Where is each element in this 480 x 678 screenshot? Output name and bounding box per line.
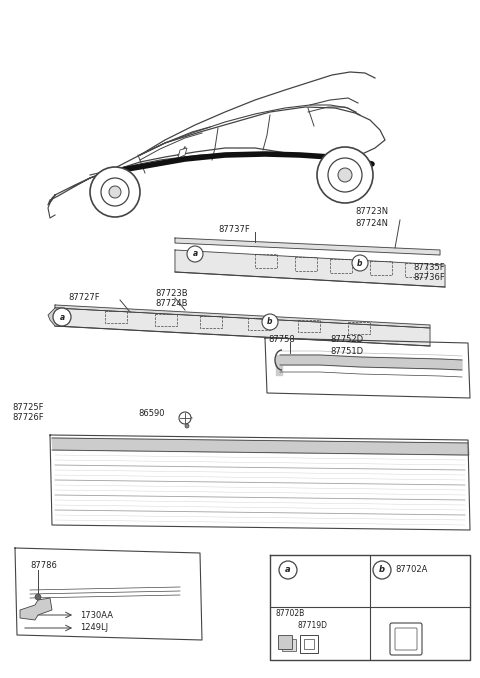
Text: 87758: 87758	[268, 336, 295, 344]
Text: 87702B: 87702B	[276, 608, 305, 618]
Polygon shape	[48, 308, 65, 326]
Polygon shape	[52, 438, 469, 455]
Text: 87724N: 87724N	[355, 218, 388, 228]
Polygon shape	[300, 635, 318, 653]
Circle shape	[109, 186, 121, 198]
Text: 87725F: 87725F	[12, 403, 44, 412]
Polygon shape	[178, 148, 187, 158]
Text: 86590: 86590	[138, 409, 165, 418]
Text: b: b	[379, 565, 385, 574]
Polygon shape	[304, 639, 314, 649]
Text: b: b	[357, 258, 363, 268]
Circle shape	[328, 158, 362, 192]
Text: 87723B: 87723B	[155, 289, 188, 298]
Text: 87751D: 87751D	[330, 346, 363, 355]
Circle shape	[279, 561, 297, 579]
Text: 1249LJ: 1249LJ	[80, 624, 108, 633]
Circle shape	[53, 308, 71, 326]
Circle shape	[90, 167, 140, 217]
Circle shape	[35, 594, 41, 600]
Text: b: b	[267, 317, 273, 327]
Circle shape	[373, 561, 391, 579]
Circle shape	[317, 147, 373, 203]
Text: 87735F: 87735F	[413, 262, 444, 271]
FancyBboxPatch shape	[395, 628, 417, 650]
Text: 87726F: 87726F	[12, 414, 44, 422]
Circle shape	[185, 424, 189, 428]
Circle shape	[352, 255, 368, 271]
Text: 87736F: 87736F	[413, 273, 445, 283]
Circle shape	[338, 168, 352, 182]
Polygon shape	[278, 635, 292, 649]
Circle shape	[179, 412, 191, 424]
Text: 87737F: 87737F	[218, 226, 250, 235]
Text: 87724B: 87724B	[155, 300, 188, 308]
Circle shape	[262, 314, 278, 330]
Text: a: a	[192, 250, 198, 258]
Circle shape	[187, 246, 203, 262]
Text: 87719D: 87719D	[298, 620, 328, 629]
Text: 1730AA: 1730AA	[80, 610, 113, 620]
Polygon shape	[175, 238, 440, 255]
Polygon shape	[276, 355, 282, 375]
Polygon shape	[280, 355, 462, 370]
Circle shape	[101, 178, 129, 206]
Text: 87723N: 87723N	[355, 207, 388, 216]
Text: 87752D: 87752D	[330, 336, 363, 344]
FancyBboxPatch shape	[390, 623, 422, 655]
Text: 87727F: 87727F	[68, 292, 100, 302]
Polygon shape	[55, 308, 430, 346]
Polygon shape	[55, 305, 430, 328]
Text: a: a	[285, 565, 291, 574]
Text: 87786: 87786	[30, 561, 57, 570]
Text: a: a	[60, 313, 65, 321]
Polygon shape	[282, 639, 296, 651]
Polygon shape	[20, 598, 52, 620]
Polygon shape	[175, 250, 445, 287]
Text: 87702A: 87702A	[395, 565, 427, 574]
